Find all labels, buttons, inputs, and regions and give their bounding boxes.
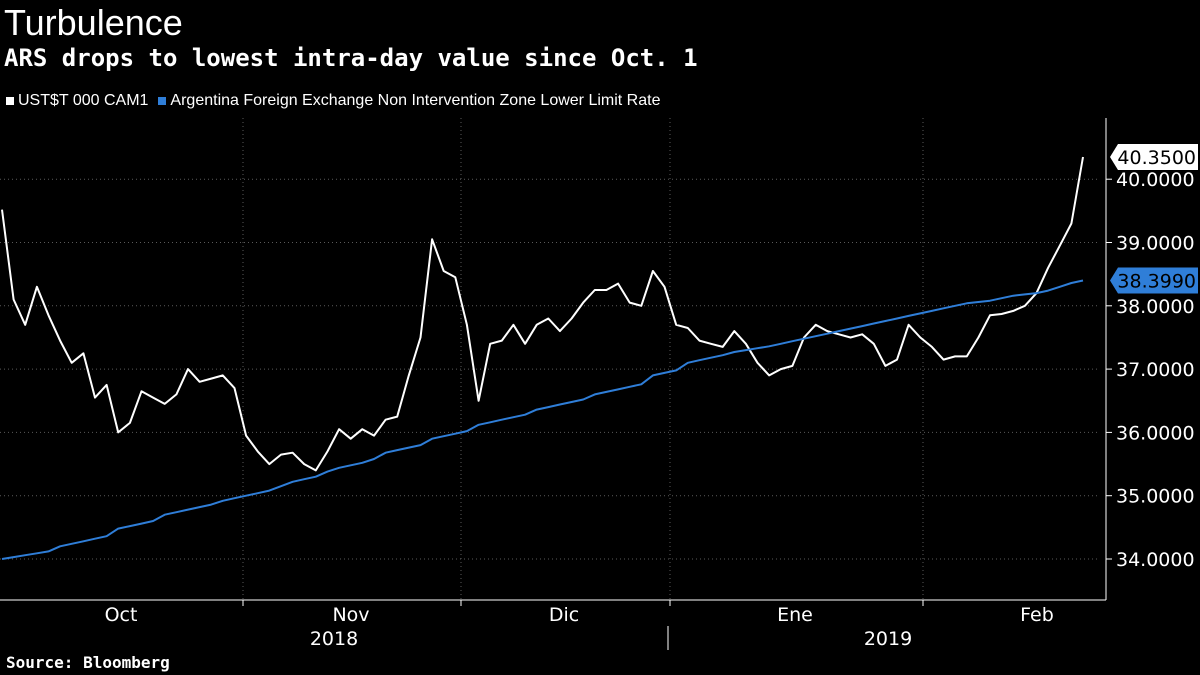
legend: UST$T 000 CAM1 Argentina Foreign Exchang…	[6, 92, 670, 110]
legend-item-series-2: Argentina Foreign Exchange Non Intervent…	[158, 92, 660, 110]
y-tick-label: 39.0000	[1116, 233, 1195, 255]
series-line-ust	[1, 156, 1084, 472]
x-tick-label: Ene	[777, 604, 813, 626]
legend-swatch-blue	[158, 97, 167, 105]
year-label: 2019	[864, 628, 912, 650]
y-tick-label: 34.0000	[1116, 549, 1195, 571]
x-tick-label: Feb	[1020, 604, 1054, 626]
last-value-flag-limit-rate	[1110, 267, 1198, 294]
chart-subtitle: ARS drops to lowest intra-day value sinc…	[4, 44, 698, 72]
last-value-label-limit-rate: 38.3990	[1117, 271, 1196, 293]
y-tick-label: 36.0000	[1116, 422, 1195, 444]
x-tick-label: Oct	[105, 604, 138, 626]
chart-title: Turbulence	[4, 2, 183, 43]
x-tick-label: Dic	[549, 604, 579, 626]
x-tick-label: Nov	[332, 604, 369, 626]
legend-label-series-1: UST$T 000 CAM1	[18, 92, 149, 109]
y-tick-label: 40.0000	[1116, 169, 1195, 191]
legend-label-series-2: Argentina Foreign Exchange Non Intervent…	[170, 92, 661, 109]
y-tick-label: 38.0000	[1116, 296, 1195, 318]
series-line-limit-rate	[1, 279, 1084, 560]
legend-item-series-1: UST$T 000 CAM1	[6, 92, 148, 110]
last-value-label-ust: 40.3500	[1117, 147, 1196, 169]
y-tick-label: 35.0000	[1116, 486, 1195, 508]
y-tick-label: 37.0000	[1116, 359, 1195, 381]
year-label: 2018	[310, 628, 358, 650]
legend-swatch-white	[6, 97, 14, 105]
source-note: Source: Bloomberg	[6, 653, 170, 672]
last-value-flag-ust	[1110, 144, 1198, 171]
